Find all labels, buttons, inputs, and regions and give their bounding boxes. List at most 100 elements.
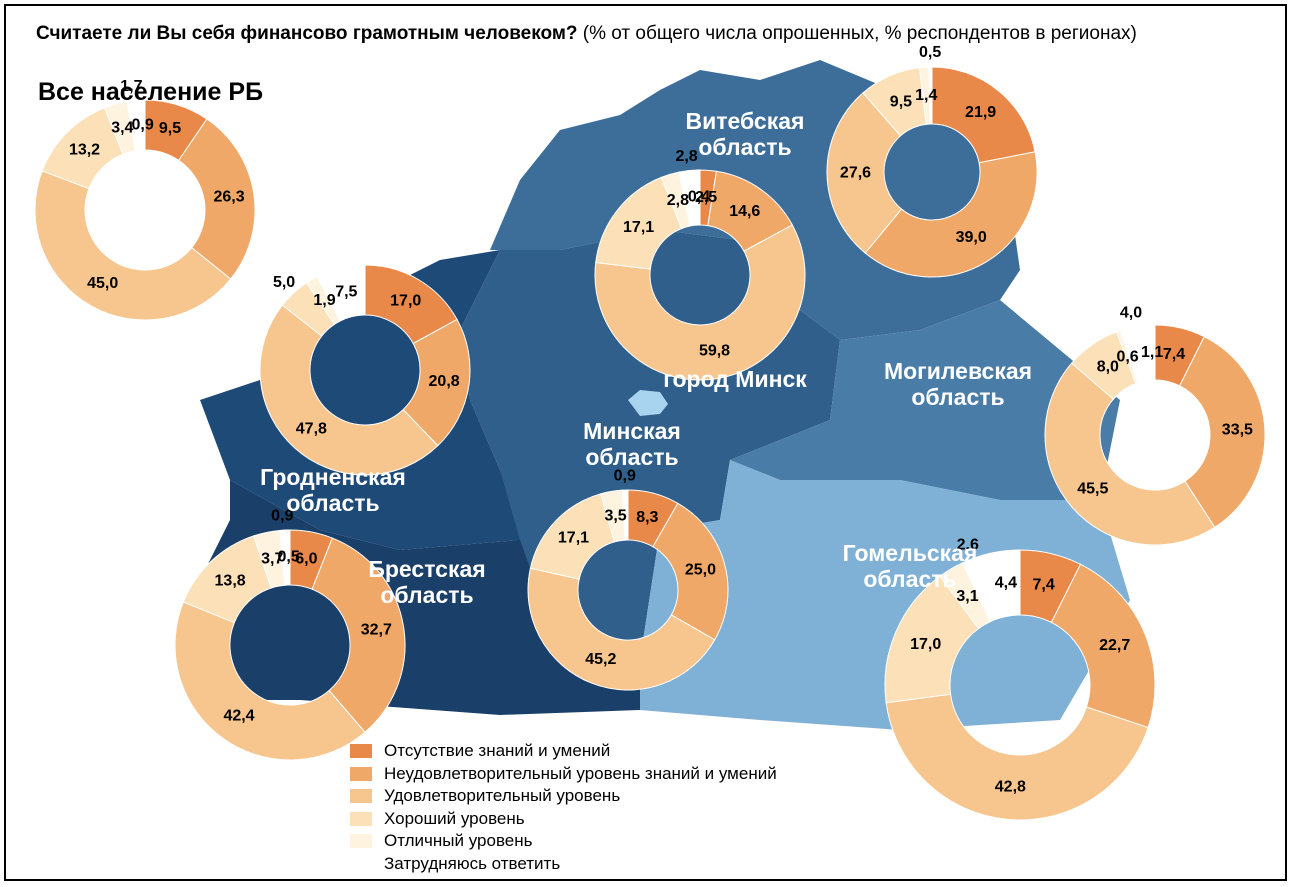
legend-item: Отсутствие знаний и умений bbox=[350, 740, 777, 763]
title: Считаете ли Вы себя финансово грамотным … bbox=[36, 23, 578, 44]
legend-label: Затрудняюсь ответить bbox=[384, 853, 561, 873]
donut-segment bbox=[402, 318, 471, 447]
value-label: 17,0 bbox=[910, 636, 941, 653]
subtitle: (% от общего числа опрошенных, % респонд… bbox=[582, 23, 1137, 44]
legend-swatch bbox=[350, 744, 372, 759]
donut-segment bbox=[931, 66, 1036, 164]
legend-swatch bbox=[350, 811, 372, 826]
value-label: 26,3 bbox=[214, 189, 245, 206]
value-label: 0,4 bbox=[688, 189, 710, 206]
value-label: 3,5 bbox=[604, 507, 626, 524]
legend-label: Отличный уровень bbox=[384, 831, 533, 851]
region-label: Брестская область bbox=[368, 556, 486, 608]
donut-segment bbox=[885, 693, 1149, 821]
legend-item: Отличный уровень bbox=[350, 830, 777, 853]
value-label: 6,0 bbox=[295, 550, 317, 567]
value-label: 13,8 bbox=[215, 572, 246, 589]
value-label: 0,9 bbox=[131, 116, 153, 133]
minsk-city bbox=[628, 390, 668, 416]
region-label: Витебская область bbox=[685, 108, 805, 160]
value-label: 2,6 bbox=[957, 537, 979, 554]
donut-segment bbox=[594, 224, 806, 381]
value-label: 3,7 bbox=[261, 551, 283, 568]
region-label: Минская область bbox=[583, 418, 681, 470]
value-label: 14,6 bbox=[729, 203, 760, 220]
donut-segment bbox=[259, 304, 439, 476]
region-label: Могилевская область bbox=[883, 358, 1033, 410]
region-label: Гродненская область bbox=[260, 464, 406, 516]
donut-segment bbox=[621, 489, 629, 541]
legend-swatch bbox=[350, 789, 372, 804]
value-label: 9,5 bbox=[890, 93, 912, 110]
region-gomel bbox=[640, 460, 1130, 730]
value-label: 1,4 bbox=[915, 87, 937, 104]
value-label: 1,7 bbox=[120, 78, 142, 95]
value-label: 20,8 bbox=[429, 373, 460, 390]
legend-item: Неудовлетворительный уровень знаний и ум… bbox=[350, 763, 777, 786]
donut-segment bbox=[1044, 362, 1216, 546]
legend: Отсутствие знаний и умений Неудовлетворит… bbox=[350, 740, 777, 875]
value-label: 8,3 bbox=[636, 509, 658, 526]
donut-segment bbox=[527, 567, 716, 691]
value-label: 2,8 bbox=[675, 148, 697, 165]
value-label: 0,6 bbox=[1116, 348, 1138, 365]
value-label: 5,0 bbox=[273, 274, 295, 291]
value-label: 4,0 bbox=[1120, 305, 1142, 322]
donut-segment bbox=[864, 151, 1038, 278]
donut-segment bbox=[285, 529, 291, 586]
region-label: Гомельская область bbox=[842, 540, 978, 592]
donut-segment bbox=[1178, 335, 1266, 529]
legend-label: Удовлетворительный уровень bbox=[384, 786, 621, 806]
value-label: 25,0 bbox=[685, 562, 716, 579]
value-label: 17,1 bbox=[623, 219, 654, 236]
value-label: 2,8 bbox=[667, 192, 689, 209]
value-label: 17,1 bbox=[558, 530, 589, 547]
value-label: 47,8 bbox=[296, 421, 327, 438]
donut-segment bbox=[652, 502, 729, 641]
value-label: 7,5 bbox=[335, 283, 357, 300]
value-label: 27,6 bbox=[840, 164, 871, 181]
value-label: 32,7 bbox=[361, 622, 392, 639]
donut-segment bbox=[982, 549, 1021, 619]
donut-segment bbox=[826, 92, 903, 254]
value-label: 3,1 bbox=[956, 588, 978, 605]
value-label: 9,5 bbox=[159, 120, 181, 137]
value-label: 3,4 bbox=[111, 119, 133, 136]
donut-segment bbox=[174, 601, 366, 761]
value-label: 42,8 bbox=[995, 778, 1026, 795]
value-label: 13,2 bbox=[69, 141, 100, 158]
value-label: 0,5 bbox=[278, 549, 300, 566]
legend-label: Хороший уровень bbox=[384, 808, 525, 828]
value-label: 7,4 bbox=[1032, 576, 1054, 593]
value-label: 1,1 bbox=[1141, 344, 1163, 361]
legend-item: Хороший уровень bbox=[350, 808, 777, 831]
value-label: 8,0 bbox=[1097, 359, 1119, 376]
donut-segment bbox=[1050, 563, 1156, 729]
value-label: 0,9 bbox=[614, 467, 636, 484]
value-label: 22,7 bbox=[1099, 637, 1130, 654]
chart-title: Все население РБ bbox=[38, 78, 264, 106]
donut-segment bbox=[138, 99, 146, 151]
donut-segment bbox=[696, 169, 701, 226]
frame bbox=[4, 4, 1287, 881]
value-label: 45,5 bbox=[1077, 480, 1108, 497]
value-label: 0,5 bbox=[919, 44, 941, 61]
legend-label: Неудовлетворительный уровень знаний и ум… bbox=[384, 763, 777, 783]
value-label: 4,4 bbox=[995, 575, 1017, 592]
value-label: 45,2 bbox=[585, 651, 616, 668]
region-label: город Минск bbox=[663, 366, 807, 392]
header: Считаете ли Вы себя финансово грамотным … bbox=[36, 22, 1216, 45]
donut-segment bbox=[34, 170, 232, 321]
legend-swatch bbox=[350, 766, 372, 781]
donut-hole bbox=[85, 150, 205, 270]
value-label: 2,5 bbox=[695, 189, 717, 206]
value-label: 17,0 bbox=[390, 292, 421, 309]
donut-segment bbox=[178, 118, 256, 280]
legend-swatch bbox=[350, 834, 372, 849]
donut-segment bbox=[316, 264, 366, 322]
value-label: 33,5 bbox=[1222, 422, 1253, 439]
donut-segment bbox=[1146, 324, 1156, 381]
legend-swatch bbox=[350, 856, 372, 871]
